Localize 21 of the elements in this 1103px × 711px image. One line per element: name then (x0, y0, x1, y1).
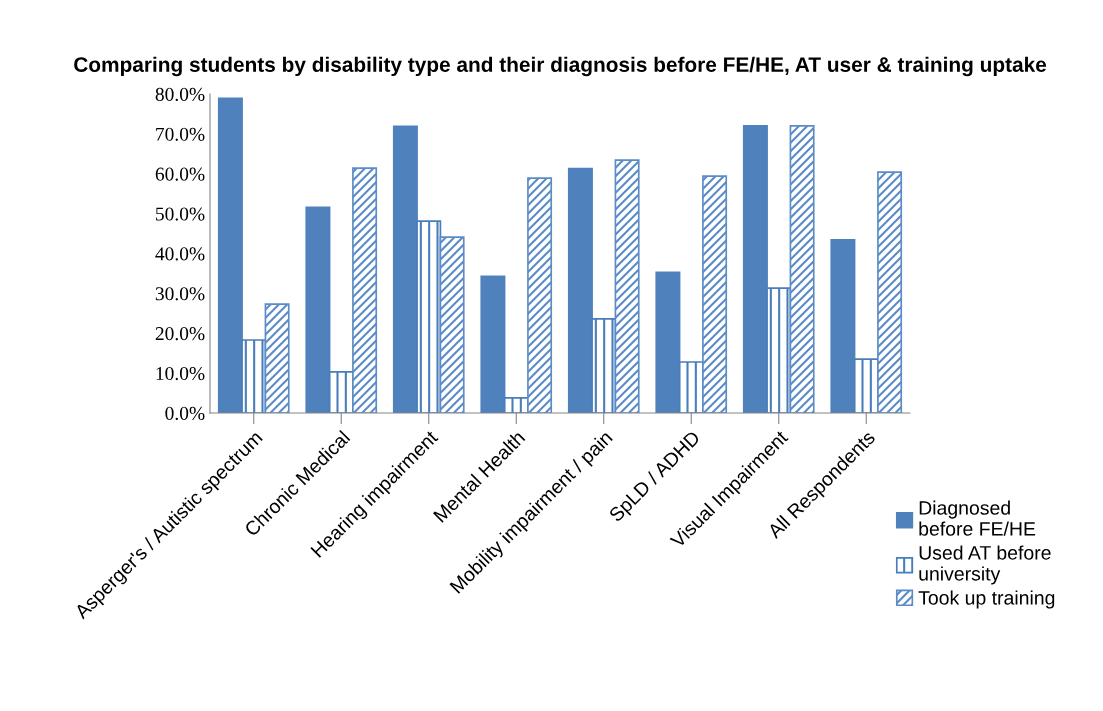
bar (264, 303, 290, 413)
bar (352, 167, 378, 413)
bar (789, 125, 815, 413)
legend-label: Used AT before university (919, 545, 1051, 585)
legend-label: Took up training (918, 590, 1055, 609)
y-tick-label: 60.0% (155, 167, 205, 181)
legend-label: Diagnosed before FE/HE (919, 500, 1036, 536)
y-tick-label: 70.0% (156, 127, 205, 141)
bar (614, 159, 640, 413)
bar (527, 177, 553, 413)
y-tick-label: 20.0% (155, 327, 205, 341)
chart-title: Comparing students by disability type and their diagnosis before FE/HE, AT user & training uptake (74, 56, 1047, 77)
bar (877, 171, 903, 413)
y-tick-label: 40.0% (155, 247, 205, 261)
bar (439, 236, 465, 413)
bar (702, 175, 728, 413)
y-tick-label: 80.0% (155, 87, 205, 102)
y-tick-label: 50.0% (156, 207, 205, 221)
y-tick-label: 0.0% (165, 406, 205, 421)
y-tick-label: 30.0% (155, 287, 205, 301)
y-tick-label: 10.0% (156, 366, 205, 381)
